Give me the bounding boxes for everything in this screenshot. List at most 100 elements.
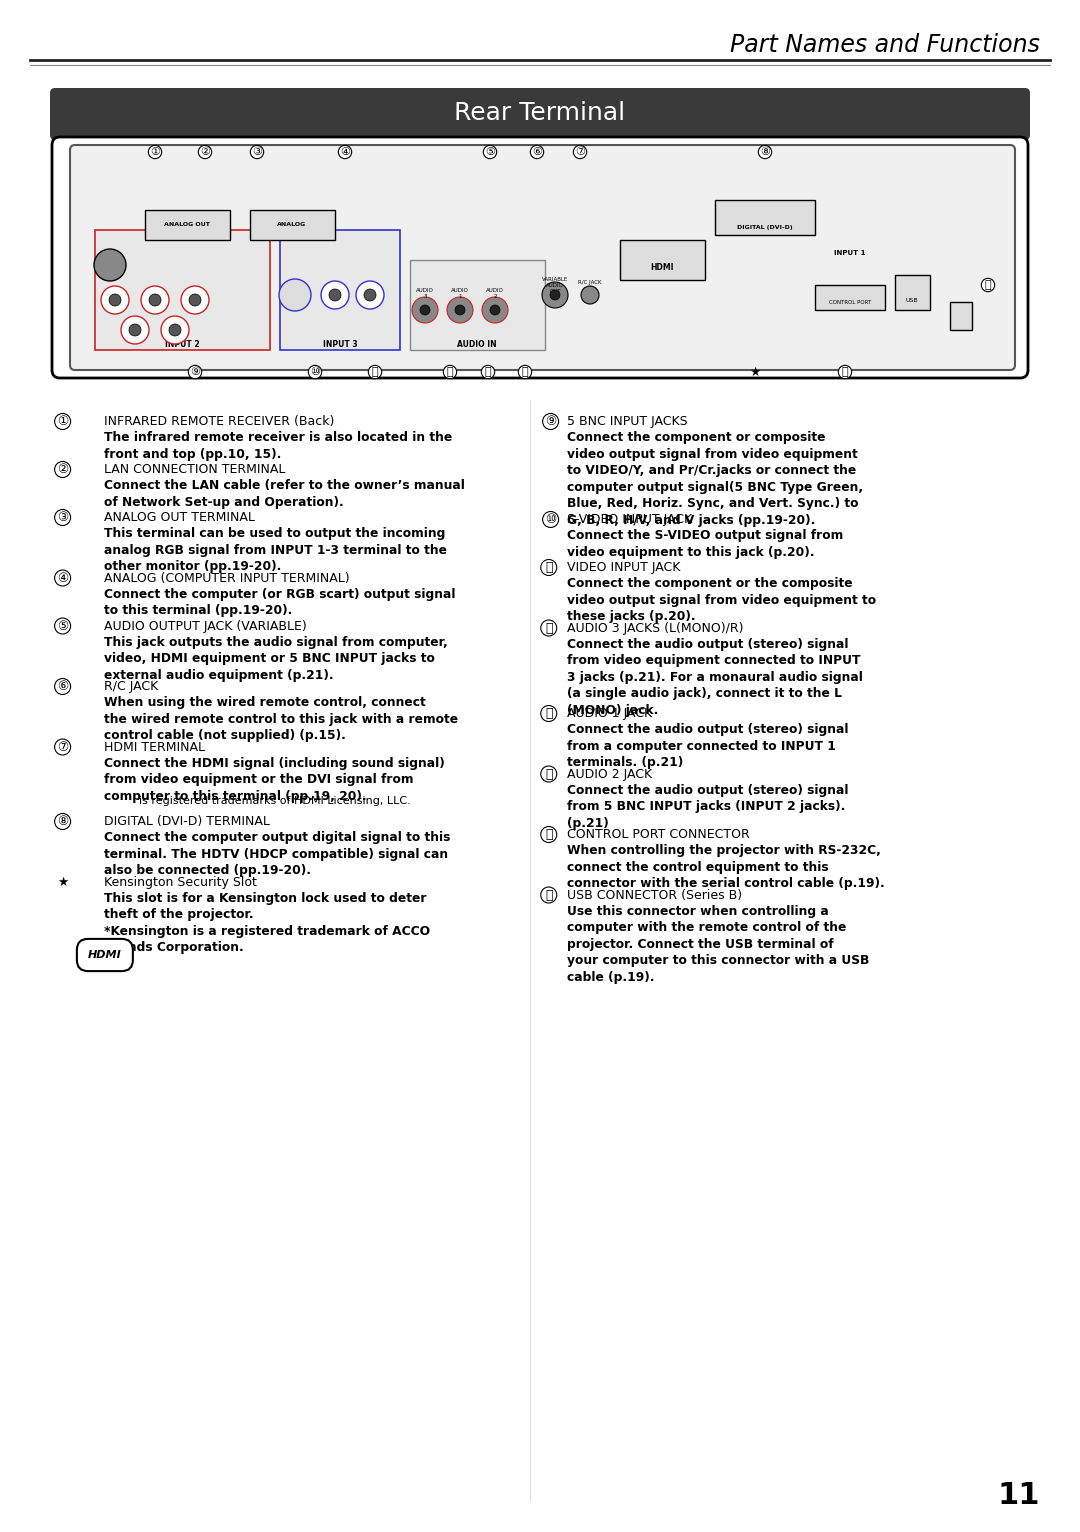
Text: ⑬: ⑬ [485,368,491,377]
Text: ②: ② [57,463,68,476]
Text: ①: ① [57,415,68,427]
Text: DIGITAL (DVI-D): DIGITAL (DVI-D) [738,225,793,230]
Text: Connect the audio output (stereo) signal
from a computer connected to INPUT 1
te: Connect the audio output (stereo) signal… [567,723,849,769]
Circle shape [490,305,500,316]
Text: Connect the computer output digital signal to this
terminal. The HDTV (HDCP comp: Connect the computer output digital sign… [104,830,450,876]
Text: ⑧: ⑧ [57,815,68,827]
Circle shape [455,305,465,316]
Text: INPUT 2: INPUT 2 [164,340,200,349]
Bar [410,260,545,349]
Text: AUDIO 1 JACK: AUDIO 1 JACK [567,706,652,720]
Circle shape [189,294,201,306]
Text: AUDIO OUTPUT JACK (VARIABLE): AUDIO OUTPUT JACK (VARIABLE) [104,619,307,633]
Text: INPUT 1: INPUT 1 [834,250,866,256]
Text: This slot is for a Kensington lock used to deter
theft of the projector.
*Kensin: This slot is for a Kensington lock used … [104,892,430,954]
Text: AUDIO
3: AUDIO 3 [416,288,434,299]
Text: ④: ④ [57,571,68,585]
Circle shape [181,286,210,314]
Text: ⑬: ⑬ [545,706,553,720]
Text: ⑥: ⑥ [532,147,542,156]
Text: ⑦: ⑦ [575,147,585,156]
FancyBboxPatch shape [52,136,1028,378]
Text: INPUT 3: INPUT 3 [323,340,357,349]
Text: VARIABLE
AUDIO
OUT: VARIABLE AUDIO OUT [542,277,568,294]
Text: Kensington Security Slot: Kensington Security Slot [104,875,257,889]
Bar [145,210,230,241]
Circle shape [279,279,311,311]
Text: ⑥: ⑥ [57,680,68,692]
Text: USB: USB [906,299,918,303]
Text: ⑪: ⑪ [372,368,378,377]
Text: AUDIO
2: AUDIO 2 [486,288,504,299]
Text: 11: 11 [998,1480,1040,1509]
Text: ⑧: ⑧ [760,147,770,156]
Text: Connect the S-VIDEO output signal from
video equipment to this jack (p.20).: Connect the S-VIDEO output signal from v… [567,529,843,559]
Text: ③: ③ [57,512,68,524]
Text: AUDIO
1: AUDIO 1 [451,288,469,299]
Text: ⑪: ⑪ [545,561,553,574]
Text: Connect the component or composite
video output signal from video equipment
to V: Connect the component or composite video… [567,430,863,527]
Circle shape [329,290,341,300]
Text: ④: ④ [340,147,350,156]
Text: R/C JACK: R/C JACK [104,680,159,692]
Text: CONTROL PORT CONNECTOR: CONTROL PORT CONNECTOR [567,827,750,841]
Text: ⑦: ⑦ [57,740,68,754]
Bar [895,276,930,309]
Circle shape [542,282,568,308]
Text: When controlling the projector with RS-232C,
connect the control equipment to th: When controlling the projector with RS-2… [567,844,885,890]
Text: Connect the HDMI signal (including sound signal)
from video equipment or the DVI: Connect the HDMI signal (including sound… [104,757,445,803]
Text: R/C JACK: R/C JACK [578,280,602,285]
Text: ⑯: ⑯ [545,889,553,901]
Text: Connect the component or the composite
video output signal from video equipment : Connect the component or the composite v… [567,578,876,624]
Circle shape [482,297,508,323]
Circle shape [447,297,473,323]
Text: ANALOG: ANALOG [278,222,307,227]
Text: DIGITAL (DVI-D) TERMINAL: DIGITAL (DVI-D) TERMINAL [104,815,270,827]
Circle shape [411,297,438,323]
Circle shape [581,286,599,303]
Text: Connect the computer (or RGB scart) output signal
to this terminal (pp.19-20).: Connect the computer (or RGB scart) outp… [104,587,456,617]
Text: S-VIDEO INPUT JACK: S-VIDEO INPUT JACK [567,513,692,525]
Text: ⑮: ⑮ [841,368,848,377]
Circle shape [168,323,181,336]
Text: ①: ① [150,147,160,156]
Circle shape [94,250,126,280]
Circle shape [420,305,430,316]
Bar [815,285,885,309]
Text: HDMI: HDMI [87,950,122,961]
Text: ⑭: ⑭ [522,368,528,377]
Text: Connect the audio output (stereo) signal
from 5 BNC INPUT jacks (INPUT 2 jacks).: Connect the audio output (stereo) signal… [567,783,849,829]
Circle shape [141,286,168,314]
Text: Part Names and Functions: Part Names and Functions [730,34,1040,57]
Text: INFRARED REMOTE RECEIVER (Back): INFRARED REMOTE RECEIVER (Back) [104,415,335,427]
Text: is registered trademarks of HDMI Licensing, LLC.: is registered trademarks of HDMI Licensi… [104,795,410,806]
Text: ANALOG OUT: ANALOG OUT [164,222,210,227]
Text: ⑩: ⑩ [310,368,320,377]
Text: AUDIO IN: AUDIO IN [457,340,497,349]
Text: ⑨: ⑨ [545,415,556,427]
Text: ⑫: ⑫ [545,622,553,634]
Text: USB CONNECTOR (Series B): USB CONNECTOR (Series B) [567,889,742,901]
Text: Connect the LAN cable (refer to the owner’s manual
of Network Set-up and Operati: Connect the LAN cable (refer to the owne… [104,480,464,509]
Text: ②: ② [200,147,210,156]
Text: Connect the audio output (stereo) signal
from video equipment connected to INPUT: Connect the audio output (stereo) signal… [567,637,863,717]
Text: ③: ③ [252,147,262,156]
Circle shape [161,316,189,345]
Circle shape [149,294,161,306]
Text: CONTROL PORT: CONTROL PORT [828,300,872,305]
Text: ⑨: ⑨ [190,368,200,377]
Bar [280,230,400,349]
Text: HDMI: HDMI [650,264,674,273]
Circle shape [550,290,561,300]
Text: ⑭: ⑭ [545,768,553,780]
Text: Rear Terminal: Rear Terminal [455,101,625,126]
Bar [715,201,815,234]
Text: The infrared remote receiver is also located in the
front and top (pp.10, 15).: The infrared remote receiver is also loc… [104,430,453,461]
Bar [249,210,335,241]
Text: ANALOG (COMPUTER INPUT TERMINAL): ANALOG (COMPUTER INPUT TERMINAL) [104,571,350,585]
Text: ⑤: ⑤ [57,619,68,633]
Circle shape [102,286,129,314]
Circle shape [109,294,121,306]
Text: ⑩: ⑩ [545,513,556,525]
Circle shape [121,316,149,345]
